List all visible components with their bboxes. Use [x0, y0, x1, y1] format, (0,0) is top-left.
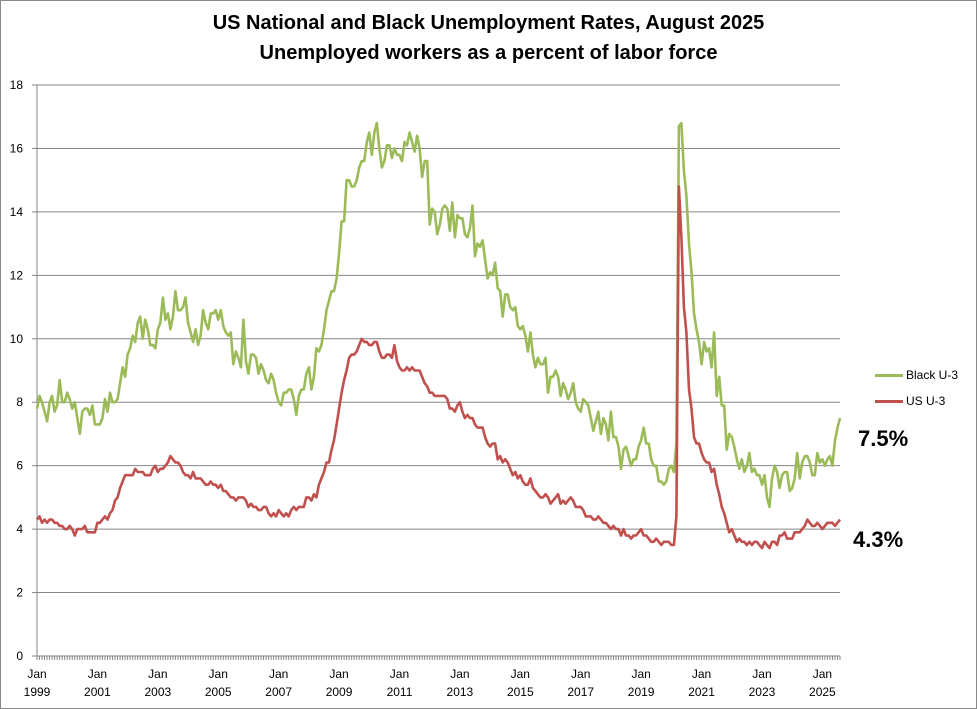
us-end-label: 4.3%	[853, 527, 904, 552]
x-tick-label-year: 2017	[567, 685, 594, 699]
x-tick-label: Jan	[631, 667, 650, 681]
y-tick-label: 6	[16, 459, 23, 473]
legend-swatch-black	[875, 373, 903, 377]
legend-label-us: US U-3	[906, 394, 946, 408]
x-tick-label-year: 1999	[24, 685, 51, 699]
legend-label-black: Black U-3	[906, 368, 959, 382]
x-tick-label: Jan	[571, 667, 590, 681]
x-tick-label-year: 2009	[326, 685, 353, 699]
x-tick-label: Jan	[209, 667, 228, 681]
x-tick-label-year: 2001	[84, 685, 111, 699]
x-tick-label: Jan	[752, 667, 771, 681]
x-tick-label: Jan	[511, 667, 530, 681]
series-line-black-u3	[35, 121, 842, 509]
y-tick-label: 12	[10, 268, 24, 282]
x-tick-label-year: 2019	[628, 685, 655, 699]
y-tick-label: 14	[10, 205, 24, 219]
chart-title: US National and Black Unemployment Rates…	[212, 12, 765, 34]
legend-swatch-us	[875, 399, 903, 403]
x-tick-label: Jan	[88, 667, 107, 681]
x-tick-label-year: 2005	[205, 685, 232, 699]
x-tick-label: Jan	[390, 667, 409, 681]
x-tick-label-year: 2011	[387, 685, 413, 699]
chart-subtitle: Unemployed workers as a percent of labor…	[259, 42, 718, 64]
x-tick-label-year: 2025	[809, 685, 836, 699]
x-tick-label-year: 2021	[688, 685, 715, 699]
x-tick-label: Jan	[692, 667, 711, 681]
x-tick-label-year: 2003	[144, 685, 171, 699]
series-line-us-u3	[35, 185, 842, 550]
x-tick-label: Jan	[27, 667, 46, 681]
x-tick-label-year: 2015	[507, 685, 534, 699]
y-tick-label: 0	[16, 649, 23, 663]
x-tick-label: Jan	[269, 667, 288, 681]
legend-item-us: US U-3	[875, 394, 945, 408]
black-end-label: 7.5%	[858, 426, 909, 451]
y-tick-label: 18	[10, 78, 24, 92]
y-tick-label: 2	[16, 586, 23, 600]
y-tick-label: 16	[10, 141, 24, 155]
y-tick-label: 8	[16, 395, 23, 409]
x-tick-label: Jan	[148, 667, 167, 681]
x-tick-label-year: 2013	[447, 685, 474, 699]
x-tick-label: Jan	[813, 667, 832, 681]
x-tick-label-year: 2023	[749, 685, 776, 699]
legend-item-black: Black U-3	[875, 368, 958, 382]
x-tick-label: Jan	[329, 667, 348, 681]
y-tick-label: 4	[16, 522, 23, 536]
x-tick-label-year: 2007	[265, 685, 292, 699]
x-tick-label: Jan	[450, 667, 469, 681]
y-tick-label: 10	[10, 332, 24, 346]
